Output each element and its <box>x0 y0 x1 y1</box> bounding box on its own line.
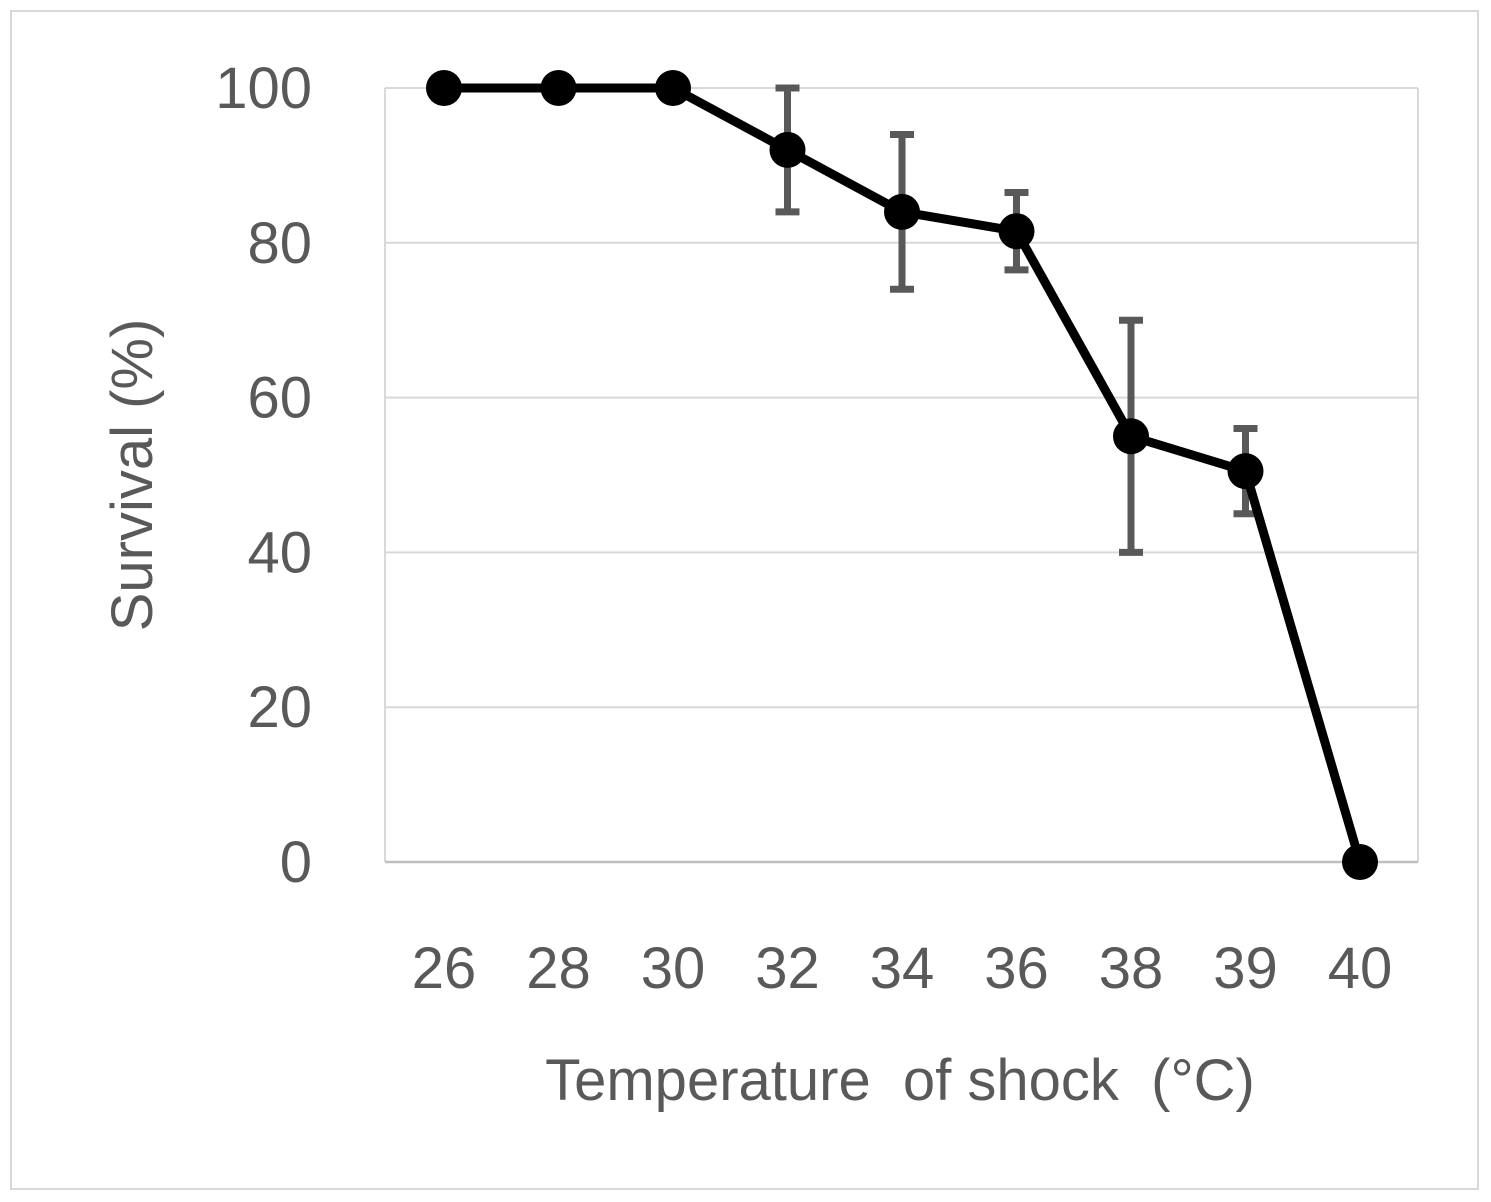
x-tick-label: 36 <box>984 936 1049 1001</box>
x-tick-label: 39 <box>1213 936 1278 1001</box>
figure-frame <box>10 10 1479 1190</box>
x-tick-label: 30 <box>641 936 706 1001</box>
y-tick-label: 60 <box>247 366 312 431</box>
x-axis-title: Temperature of shock (°C) <box>545 1048 1255 1113</box>
y-tick-label: 20 <box>247 675 312 740</box>
plot-area <box>384 88 1419 862</box>
y-tick-label: 0 <box>280 830 312 895</box>
y-tick-labels: 0 20 40 60 80 100 <box>215 56 312 895</box>
data-point <box>426 70 462 106</box>
y-tick-label: 40 <box>247 520 312 585</box>
y-axis-title: Survival (%) <box>100 319 165 632</box>
x-tick-label: 38 <box>1099 936 1164 1001</box>
x-tick-label: 28 <box>526 936 591 1001</box>
data-point <box>884 193 920 230</box>
y-tick-label: 100 <box>215 56 312 121</box>
y-tick-label: 80 <box>247 211 312 276</box>
data-point <box>540 70 577 106</box>
x-tick-label: 26 <box>412 936 477 1001</box>
error-bars <box>775 84 1258 556</box>
x-tick-label: 40 <box>1328 936 1393 1001</box>
x-tick-label: 34 <box>870 936 935 1001</box>
x-tick-labels: 26 28 30 32 34 36 38 39 40 <box>412 936 1393 1001</box>
data-point <box>769 131 806 168</box>
data-point <box>998 213 1035 250</box>
x-tick-label: 32 <box>755 936 820 1001</box>
data-points <box>426 70 1378 880</box>
data-point <box>1227 453 1264 490</box>
data-point <box>1113 418 1149 455</box>
data-point <box>655 70 691 106</box>
data-point <box>1342 844 1378 880</box>
